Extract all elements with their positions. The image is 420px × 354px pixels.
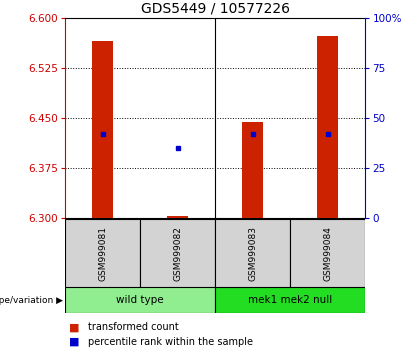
Bar [65,219,140,287]
Text: wild type: wild type [116,295,164,305]
Text: GSM999081: GSM999081 [98,225,107,281]
Bar [92,41,113,218]
Text: GSM999083: GSM999083 [248,225,257,281]
Bar [140,219,215,287]
Text: GSM999082: GSM999082 [173,225,182,281]
Text: GSM999084: GSM999084 [323,225,332,281]
Bar [242,122,263,218]
Text: genotype/variation ▶: genotype/variation ▶ [0,296,63,304]
Bar [167,216,188,218]
Text: mek1 mek2 null: mek1 mek2 null [248,295,333,305]
Bar [215,219,290,287]
Text: transformed count: transformed count [88,322,179,332]
Text: percentile rank within the sample: percentile rank within the sample [88,337,253,347]
Text: ■: ■ [69,337,80,347]
Bar [65,287,215,313]
Title: GDS5449 / 10577226: GDS5449 / 10577226 [141,1,290,15]
Text: ■: ■ [69,322,80,332]
Bar [215,287,365,313]
Bar [318,36,339,218]
Bar [290,219,365,287]
